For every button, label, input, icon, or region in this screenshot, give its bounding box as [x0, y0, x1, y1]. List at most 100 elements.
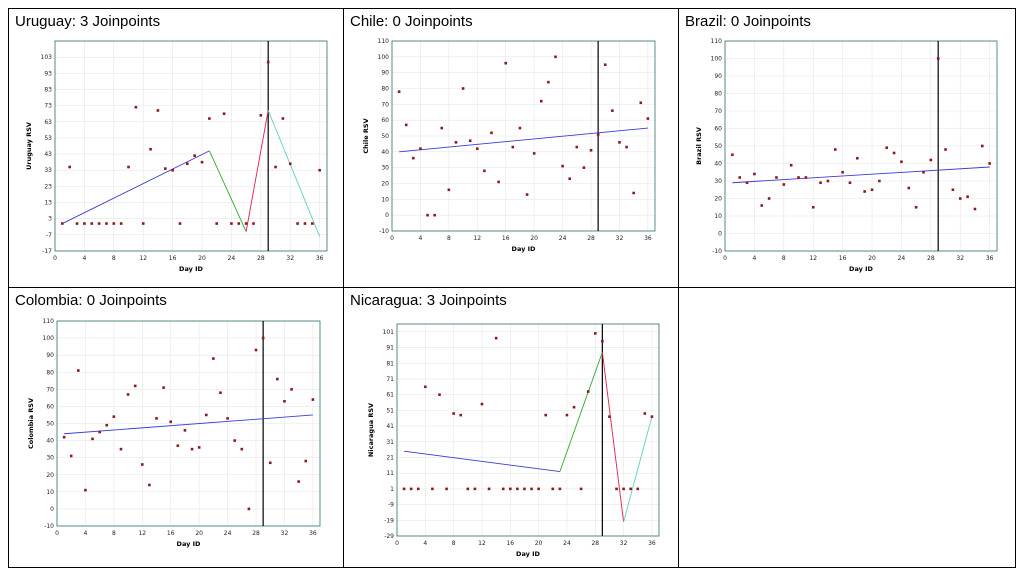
data-point: [636, 487, 640, 491]
data-point: [133, 384, 137, 388]
data-point: [252, 222, 255, 225]
y-tick-label: 51: [386, 407, 394, 414]
y-tick-label: 10: [46, 489, 54, 496]
data-point: [461, 87, 465, 90]
y-tick-label: 33: [44, 167, 52, 174]
x-tick-label: 36: [986, 255, 994, 262]
y-tick-label: -19: [384, 517, 394, 524]
x-tick-label: 20: [198, 255, 206, 262]
y-tick-label: 13: [44, 200, 52, 207]
fit-segment: [399, 127, 648, 153]
data-point: [582, 166, 586, 169]
data-point: [539, 99, 543, 103]
chart-brazil: 0 4 8 12 16 20 24 28 32 36-1001020304050607080901…: [695, 38, 998, 273]
data-point: [90, 222, 94, 225]
data-point: [247, 507, 251, 511]
x-axis-label: Day ID: [516, 550, 541, 558]
y-tick-label: 40: [381, 149, 389, 156]
data-point: [561, 164, 564, 168]
x-tick-label: 32: [616, 235, 624, 242]
x-tick-label: 8: [112, 530, 116, 537]
fit-segment: [208, 150, 247, 232]
y-tick-label: -9: [388, 502, 394, 509]
data-point: [397, 90, 401, 93]
data-point: [490, 131, 493, 135]
y-tick-label: 30: [46, 455, 54, 462]
data-point: [601, 339, 604, 343]
data-point: [804, 176, 808, 179]
y-tick-label: 60: [714, 126, 722, 133]
fit-segment: [732, 166, 990, 184]
data-point: [494, 336, 498, 340]
x-tick-label: 4: [752, 255, 756, 262]
x-tick-label: 20: [530, 235, 538, 242]
x-tick-label: 16: [169, 255, 177, 262]
y-tick-label: 50: [714, 143, 722, 150]
data-point: [237, 222, 241, 225]
data-point: [141, 222, 145, 225]
fit-segment: [267, 110, 321, 237]
plot-frame: [396, 323, 660, 537]
x-tick-label: 8: [447, 235, 451, 242]
data-point: [208, 117, 211, 120]
x-tick-label: 16: [506, 540, 514, 547]
x-tick-label: 32: [620, 540, 628, 547]
data-point: [625, 145, 628, 149]
data-point: [83, 222, 86, 225]
y-tick-label: 100: [378, 54, 390, 61]
data-point: [274, 165, 277, 169]
y-tick-label: 90: [46, 352, 54, 359]
data-point: [782, 183, 786, 186]
data-point: [459, 413, 463, 417]
data-point: [212, 357, 215, 360]
data-point: [156, 109, 160, 112]
y-tick-label: -10: [44, 523, 54, 530]
y-tick-label: 20: [46, 472, 54, 479]
data-point: [176, 444, 180, 448]
data-point: [629, 487, 632, 491]
x-tick-label: 16: [839, 255, 847, 262]
data-point: [558, 487, 562, 491]
data-point: [579, 487, 583, 491]
y-tick-label: 20: [381, 181, 389, 188]
x-tick-label: 28: [587, 235, 595, 242]
data-point: [84, 488, 87, 492]
data-point: [112, 415, 116, 418]
data-point: [119, 447, 123, 451]
data-point: [622, 487, 625, 491]
data-point: [409, 487, 413, 491]
data-point: [119, 222, 123, 225]
x-tick-label: 16: [502, 235, 510, 242]
data-point: [276, 377, 279, 381]
x-tick-label: 0: [723, 255, 727, 262]
data-point: [105, 222, 108, 225]
x-tick-label: 12: [138, 530, 146, 537]
panel-uruguay: Uruguay: 3 Joinpoints 0 4 8 12 16 20 24 28 32 36 -…: [8, 8, 344, 288]
x-tick-label: 28: [927, 255, 935, 262]
data-point: [169, 420, 173, 424]
data-point: [266, 60, 270, 64]
x-tick-label: 36: [644, 235, 652, 242]
x-tick-label: 24: [228, 255, 236, 262]
data-point: [586, 390, 590, 393]
y-tick-label: 0: [385, 212, 389, 219]
data-point: [190, 447, 194, 451]
plot-frame: [391, 40, 656, 232]
chart-grid: Uruguay: 3 Joinpoints 0 4 8 12 16 20 24 28 32 36 -…: [8, 8, 1016, 568]
data-point: [565, 413, 569, 417]
data-point: [281, 117, 285, 120]
y-tick-label: 70: [381, 101, 389, 108]
data-point: [268, 461, 272, 465]
data-point: [596, 133, 600, 136]
data-point: [447, 188, 451, 192]
plot-frame: [724, 40, 998, 252]
x-tick-label: 4: [84, 530, 88, 537]
data-point: [468, 139, 472, 143]
data-point: [127, 165, 130, 169]
data-point: [98, 430, 101, 434]
panel-title: Chile: 0 Joinpoints: [350, 13, 473, 30]
data-point: [303, 222, 307, 225]
data-point: [958, 197, 962, 200]
x-tick-label: 0: [390, 235, 394, 242]
data-point: [155, 417, 158, 420]
